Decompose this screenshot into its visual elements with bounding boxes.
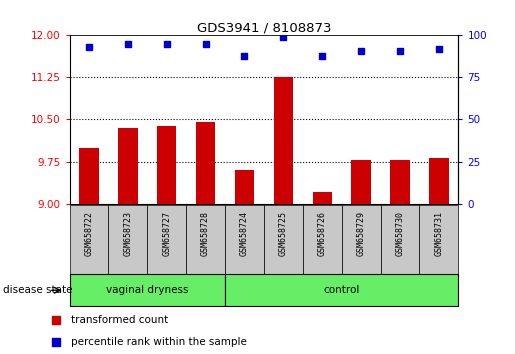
- Bar: [118, 128, 138, 204]
- Bar: [273, 78, 293, 204]
- Bar: [70, 274, 225, 306]
- Point: [163, 41, 171, 47]
- Bar: [381, 205, 419, 274]
- Point: [357, 48, 365, 53]
- Bar: [70, 205, 109, 274]
- Text: transformed count: transformed count: [71, 315, 168, 325]
- Point: [279, 34, 287, 40]
- Text: GSM658731: GSM658731: [435, 211, 443, 256]
- Bar: [303, 205, 342, 274]
- Text: GSM658725: GSM658725: [279, 211, 288, 256]
- Point: [124, 41, 132, 47]
- Bar: [420, 205, 458, 274]
- Text: GSM658724: GSM658724: [240, 211, 249, 256]
- Bar: [147, 205, 186, 274]
- Point: [201, 41, 210, 47]
- Bar: [196, 122, 215, 204]
- Text: GSM658728: GSM658728: [201, 211, 210, 256]
- Point: [52, 339, 60, 345]
- Bar: [225, 205, 264, 274]
- Text: GSM658730: GSM658730: [396, 211, 404, 256]
- Text: GSM658722: GSM658722: [84, 211, 93, 256]
- Bar: [342, 205, 381, 274]
- Point: [241, 53, 249, 58]
- Bar: [429, 158, 449, 204]
- Point: [396, 48, 404, 53]
- Text: control: control: [323, 285, 360, 295]
- Bar: [186, 205, 225, 274]
- Bar: [225, 274, 458, 306]
- Point: [52, 318, 60, 323]
- Text: percentile rank within the sample: percentile rank within the sample: [71, 337, 247, 348]
- Text: GSM658726: GSM658726: [318, 211, 327, 256]
- Point: [435, 46, 443, 52]
- Bar: [313, 192, 332, 204]
- Bar: [235, 170, 254, 204]
- Text: disease state: disease state: [3, 285, 72, 295]
- Bar: [264, 205, 303, 274]
- Bar: [351, 160, 371, 204]
- Bar: [157, 126, 177, 204]
- Bar: [390, 160, 410, 204]
- Point: [85, 44, 93, 50]
- Text: GSM658723: GSM658723: [124, 211, 132, 256]
- Bar: [79, 148, 99, 204]
- Title: GDS3941 / 8108873: GDS3941 / 8108873: [197, 21, 331, 34]
- Bar: [109, 205, 147, 274]
- Point: [318, 53, 327, 58]
- Text: vaginal dryness: vaginal dryness: [106, 285, 188, 295]
- Text: GSM658729: GSM658729: [357, 211, 366, 256]
- Text: GSM658727: GSM658727: [162, 211, 171, 256]
